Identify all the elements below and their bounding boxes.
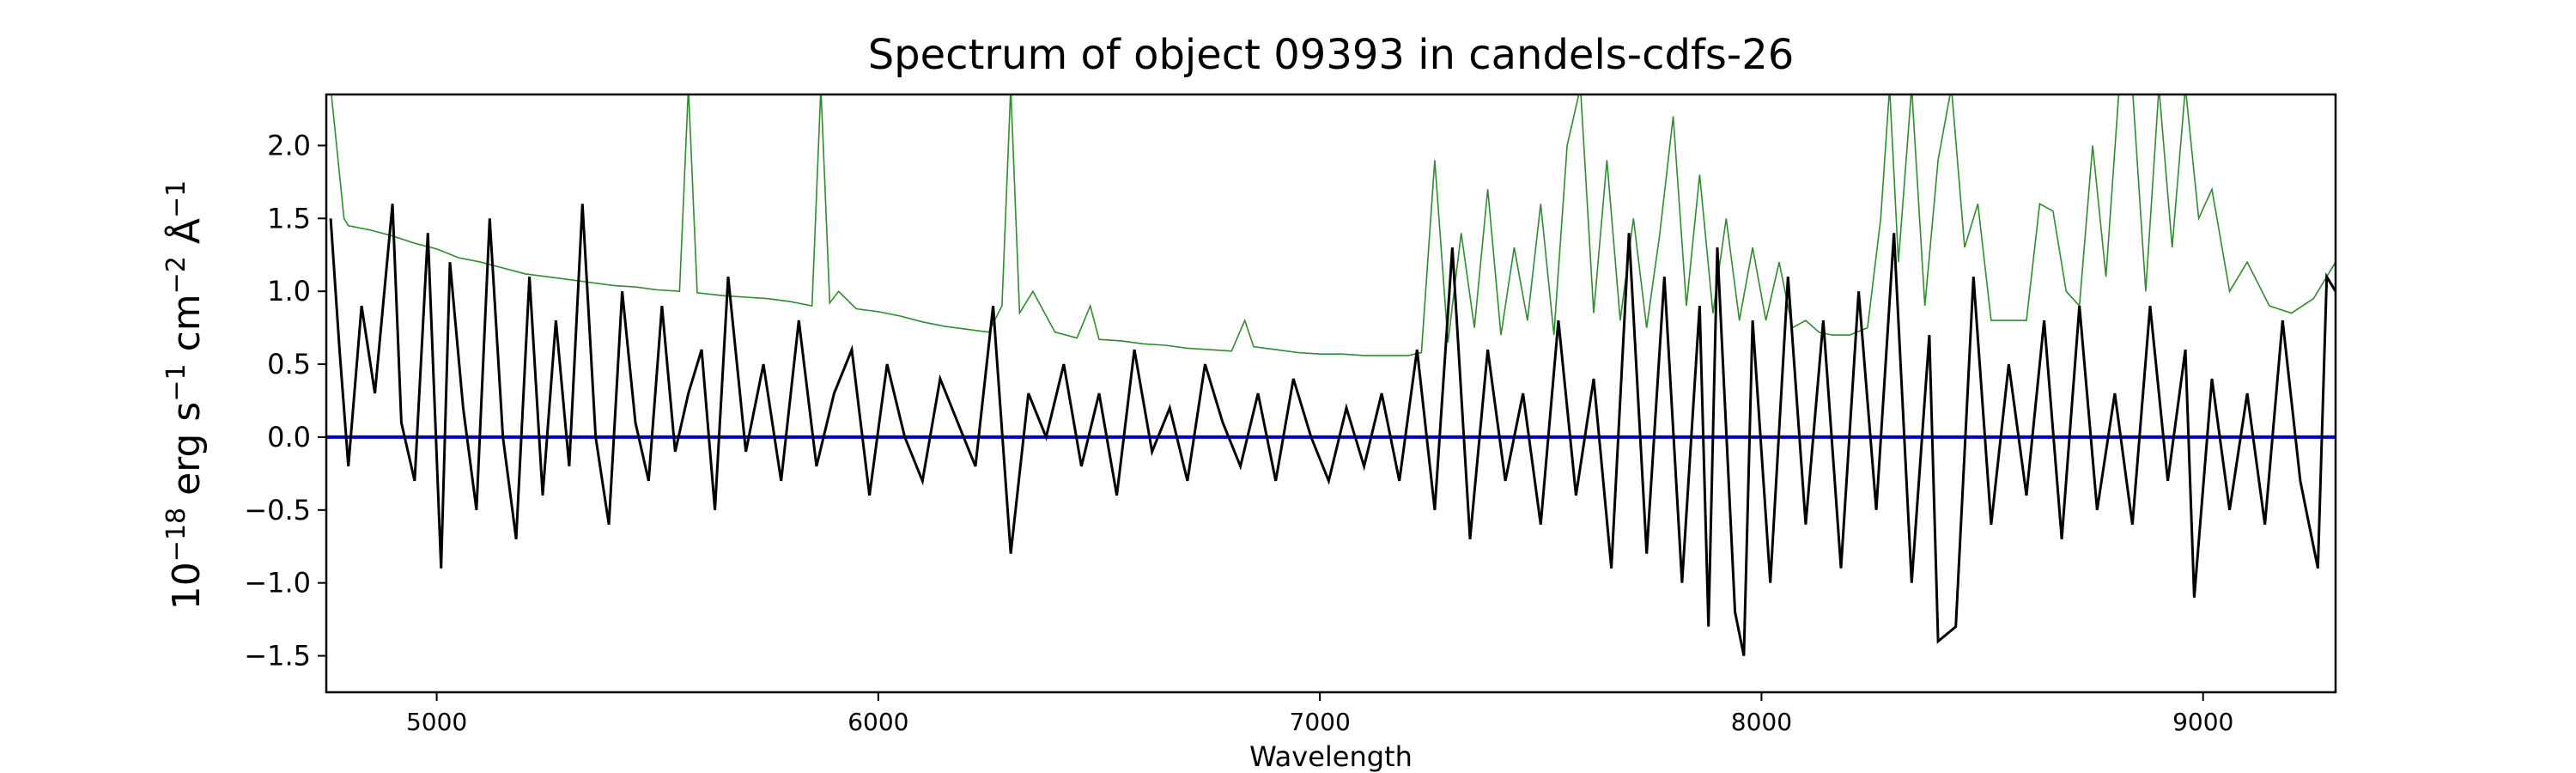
y-label-exponent: −18 (161, 508, 191, 562)
error-spectrum-line (331, 94, 2336, 356)
x-tick-label: 6000 (848, 708, 908, 736)
x-axis-ticks: 5000 6000 7000 8000 9000 (406, 692, 2233, 736)
flux-spectrum-line (329, 204, 2336, 656)
y-axis-label: 10−18 erg s−1 cm−2 Å−1 (161, 180, 210, 610)
x-tick-label: 9000 (2172, 708, 2233, 736)
y-label-exponent: −2 (161, 256, 191, 294)
x-tick-label: 5000 (406, 708, 467, 736)
y-label-base: Å (163, 218, 209, 256)
y-label-base: cm (165, 294, 209, 363)
plot-frame (325, 93, 2337, 694)
y-tick-label: 0.0 (267, 421, 311, 453)
y-tick-label: 2.0 (267, 129, 311, 161)
x-tick-label: 7000 (1290, 708, 1351, 736)
plot-area (326, 94, 2336, 656)
y-label-base: erg s (165, 402, 209, 508)
y-tick-label: 0.5 (267, 348, 311, 380)
y-label-exponent: −1 (161, 363, 191, 401)
y-tick-label: 1.5 (267, 202, 311, 234)
y-label-exponent: −1 (161, 180, 191, 218)
y-axis-ticks: −1.5 −1.0 −0.5 0.0 0.5 1.0 1.5 2.0 (244, 129, 326, 673)
y-tick-label: −1.5 (244, 640, 311, 673)
y-tick-label: −0.5 (244, 494, 311, 526)
y-tick-label: −1.0 (244, 567, 311, 600)
chart-title: Spectrum of object 09393 in candels-cdfs… (868, 31, 1795, 79)
y-label-base: 10 (165, 562, 209, 610)
x-axis-label: Wavelength (1249, 740, 1413, 773)
x-tick-label: 8000 (1731, 708, 1792, 736)
y-tick-label: 1.0 (267, 275, 311, 307)
